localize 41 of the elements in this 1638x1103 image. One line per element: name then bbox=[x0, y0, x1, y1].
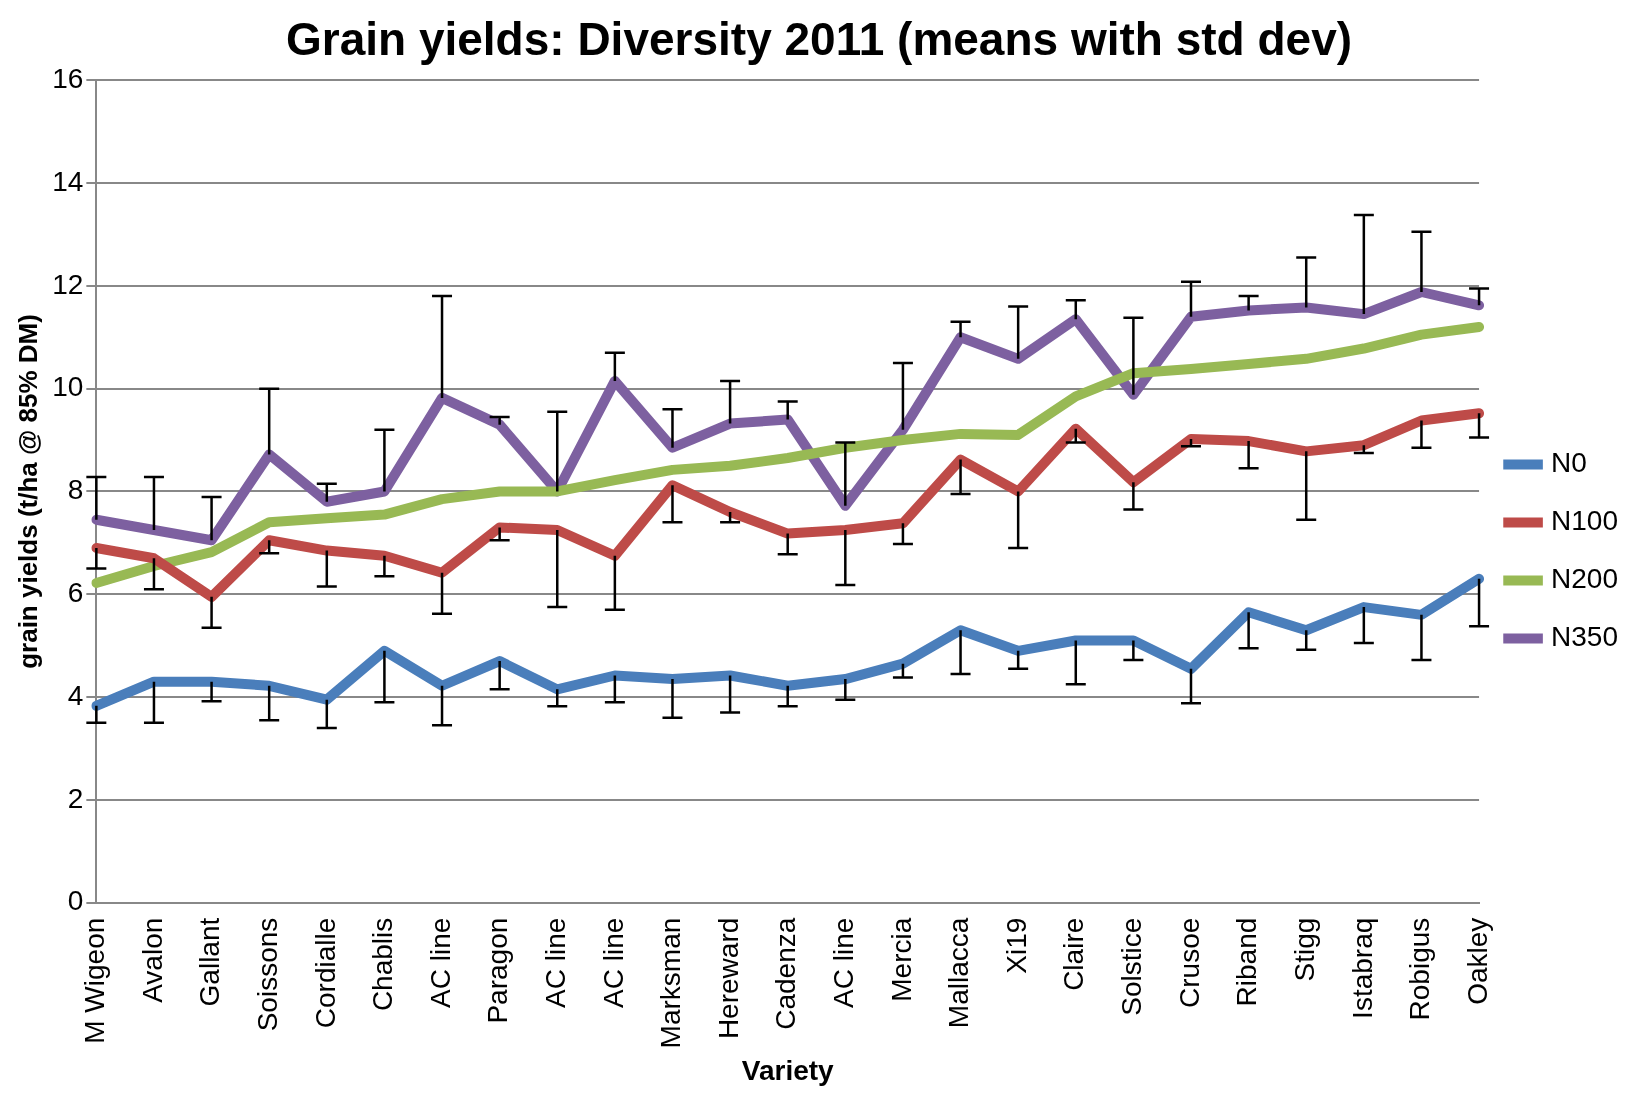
x-tick-label: Xi19 bbox=[1000, 917, 1032, 974]
legend-label: N200 bbox=[1551, 563, 1618, 595]
y-tick-label: 2 bbox=[67, 782, 84, 814]
x-tick-label: Mercia bbox=[885, 917, 917, 1002]
x-tick-label: Claire bbox=[1058, 917, 1090, 991]
x-tick-label: Paragon bbox=[482, 917, 514, 1024]
x-tick-label: Cadenza bbox=[770, 917, 802, 1030]
x-tick-label: AC line bbox=[597, 917, 629, 1008]
x-tick-label: Cordialle bbox=[309, 917, 341, 1029]
x-tick-label: Avalon bbox=[136, 917, 168, 1003]
y-tick-label: 16 bbox=[52, 62, 84, 94]
x-tick-label: AC line bbox=[424, 917, 456, 1008]
x-tick-label: Istabraq bbox=[1346, 917, 1378, 1019]
x-tick-label: M Wigeon bbox=[79, 917, 111, 1044]
y-tick-label: 14 bbox=[52, 165, 84, 197]
x-tick-label: Soissons bbox=[251, 917, 283, 1032]
legend-label: N350 bbox=[1551, 621, 1618, 653]
x-tick-label: Marksman bbox=[655, 917, 687, 1049]
x-tick-label: AC line bbox=[828, 917, 860, 1008]
legend-label: N100 bbox=[1551, 505, 1618, 537]
x-tick-label: Robigus bbox=[1404, 917, 1436, 1021]
x-tick-label: Riband bbox=[1231, 917, 1263, 1007]
y-tick-label: 8 bbox=[67, 474, 84, 506]
x-tick-label: Mallacca bbox=[943, 917, 975, 1029]
x-tick-label: Chablis bbox=[367, 917, 399, 1012]
x-tick-label: Oakley bbox=[1461, 917, 1493, 1005]
y-tick-label: 4 bbox=[67, 679, 84, 711]
chart-title: Grain yields: Diversity 2011 (means with std dev) bbox=[285, 13, 1353, 66]
y-tick-label: 0 bbox=[67, 885, 84, 917]
y-tick-label: 10 bbox=[52, 371, 84, 403]
y-axis-title: grain yields (t/ha @ 85% DM) bbox=[12, 314, 43, 669]
x-axis-title: Variety bbox=[741, 1054, 835, 1086]
x-tick-label: Solstice bbox=[1116, 917, 1148, 1016]
y-tick-label: 12 bbox=[52, 268, 84, 300]
x-tick-label: Gallant bbox=[194, 917, 226, 1007]
x-tick-label: Stigg bbox=[1288, 917, 1320, 982]
legend-label: N0 bbox=[1551, 447, 1587, 479]
x-tick-label: Crusoe bbox=[1173, 917, 1205, 1008]
y-tick-label: 6 bbox=[67, 576, 84, 608]
x-tick-label: Hereward bbox=[712, 917, 744, 1040]
x-tick-label: AC line bbox=[539, 917, 571, 1008]
